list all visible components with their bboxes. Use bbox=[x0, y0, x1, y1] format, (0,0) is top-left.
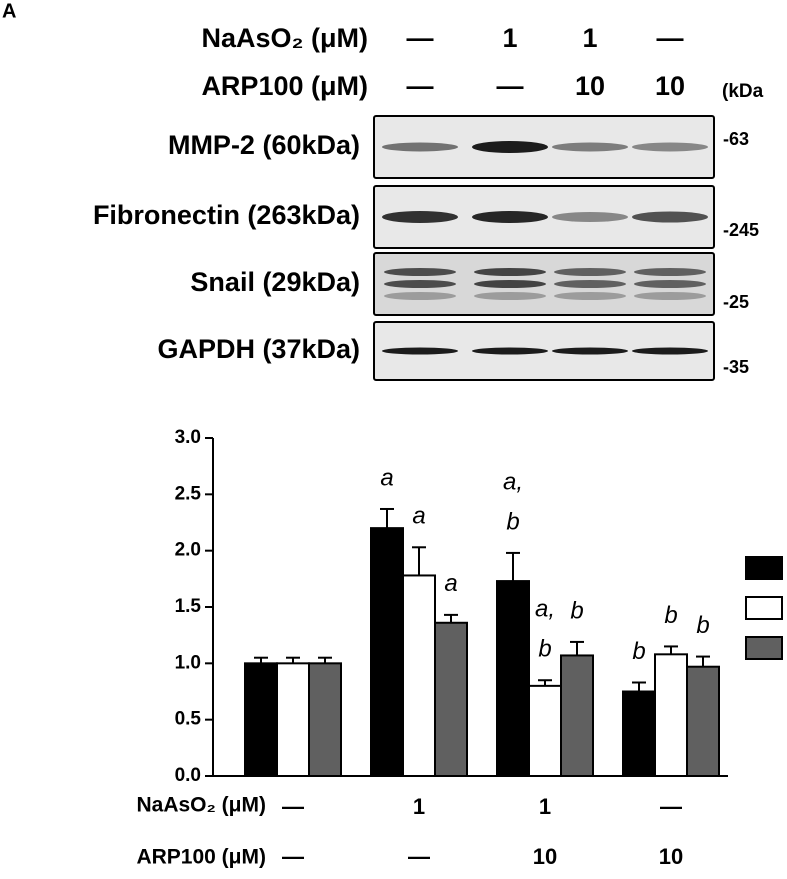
condition-value: 1 bbox=[582, 23, 597, 53]
y-tick-label: 2.5 bbox=[175, 483, 202, 504]
blot-band bbox=[554, 292, 626, 300]
blot-band bbox=[472, 141, 548, 153]
annotation: a, bbox=[503, 468, 523, 495]
y-tick-label: 1.5 bbox=[175, 596, 202, 617]
annotation: a bbox=[380, 464, 393, 491]
x-tick-label: 10 bbox=[533, 844, 557, 869]
x-tick-label: 10 bbox=[659, 844, 683, 869]
annotation: b bbox=[664, 602, 677, 629]
blot-row-label: GAPDH (37kDa) bbox=[157, 334, 360, 364]
annotation: b bbox=[570, 597, 583, 624]
blot-marker: -63 bbox=[723, 129, 749, 149]
y-tick-label: 0.0 bbox=[175, 765, 201, 786]
annotation: b bbox=[632, 638, 645, 665]
annotation: a bbox=[412, 503, 425, 530]
annotation: b bbox=[696, 612, 709, 639]
unit-label: (kDa bbox=[722, 81, 764, 102]
condition-label: ARP100 (μM) bbox=[201, 71, 368, 101]
panel-label: A bbox=[2, 0, 16, 22]
blot-row-label: Snail (29kDa) bbox=[190, 267, 360, 297]
blot-row-label: Fibronectin (263kDa) bbox=[93, 200, 360, 230]
blot-band bbox=[382, 211, 458, 223]
annotation: a, bbox=[535, 596, 555, 623]
condition-value: — bbox=[407, 71, 434, 101]
y-tick-label: 2.0 bbox=[175, 540, 201, 561]
blot-band bbox=[382, 347, 458, 355]
bar bbox=[402, 574, 436, 777]
condition-value: 10 bbox=[655, 71, 685, 101]
condition-value: — bbox=[657, 23, 684, 53]
blot-band bbox=[472, 347, 548, 355]
blot-row-label: MMP-2 (60kDa) bbox=[168, 130, 360, 160]
bar bbox=[654, 653, 688, 778]
bar bbox=[496, 580, 530, 777]
legend-swatch bbox=[745, 596, 783, 620]
blot-band bbox=[632, 347, 708, 355]
x-tick-label: — bbox=[408, 844, 430, 869]
condition-value: — bbox=[407, 23, 434, 53]
y-tick-label: 0.5 bbox=[175, 709, 202, 730]
blot-band bbox=[632, 211, 708, 223]
condition-label: NaAsO₂ (μM) bbox=[201, 23, 368, 53]
blot-marker: -35 bbox=[723, 357, 749, 377]
condition-value: 10 bbox=[575, 71, 605, 101]
bar bbox=[276, 662, 310, 777]
x-row-label: ARP100 (μM) bbox=[136, 846, 266, 869]
annotation: b bbox=[506, 508, 519, 535]
bar bbox=[560, 654, 594, 777]
blot-marker: -245 bbox=[723, 220, 759, 240]
blot-band bbox=[634, 292, 706, 300]
x-tick-label: — bbox=[282, 844, 304, 869]
blot-band bbox=[384, 280, 456, 288]
bar bbox=[244, 662, 278, 777]
blot-band bbox=[384, 268, 456, 276]
bar bbox=[434, 621, 468, 777]
y-tick-label: 1.0 bbox=[175, 652, 201, 673]
x-tick-label: — bbox=[282, 794, 304, 819]
legend-swatch bbox=[745, 636, 783, 660]
blot-band bbox=[554, 280, 626, 288]
blot: NaAsO₂ (μM) — 1 1 — ARP100 (μM) — — 10 10 (kDa MMP-… bbox=[93, 23, 764, 381]
blot-band bbox=[382, 142, 458, 152]
condition-value: — bbox=[497, 71, 524, 101]
blot-band bbox=[474, 292, 546, 300]
bar bbox=[686, 665, 720, 777]
blot-band bbox=[472, 211, 548, 223]
blot-band bbox=[384, 292, 456, 300]
chart: 0.00.51.01.52.02.53.0——1—aaa110a,ba,bb—1… bbox=[136, 427, 783, 869]
blot-band bbox=[634, 268, 706, 276]
x-tick-label: 1 bbox=[413, 794, 425, 819]
annotation: b bbox=[538, 636, 551, 663]
blot-band bbox=[632, 142, 708, 152]
blot-band bbox=[474, 280, 546, 288]
x-row-label: NaAsO₂ (μM) bbox=[136, 794, 266, 817]
blot-band bbox=[552, 347, 628, 355]
blot-band bbox=[634, 280, 706, 288]
bar bbox=[308, 662, 342, 777]
bar bbox=[622, 690, 656, 777]
blot-marker: -25 bbox=[723, 292, 749, 312]
bar bbox=[370, 527, 404, 778]
annotation: a bbox=[444, 570, 457, 597]
condition-value: 1 bbox=[502, 23, 517, 53]
blot-band bbox=[474, 268, 546, 276]
legend-swatch bbox=[745, 556, 783, 580]
blot-band bbox=[552, 212, 628, 222]
x-tick-label: 1 bbox=[539, 794, 551, 819]
blot-band bbox=[552, 142, 628, 152]
x-tick-label: — bbox=[660, 794, 682, 819]
y-tick-label: 3.0 bbox=[175, 427, 201, 448]
bar bbox=[528, 684, 562, 777]
blot-band bbox=[554, 268, 626, 276]
